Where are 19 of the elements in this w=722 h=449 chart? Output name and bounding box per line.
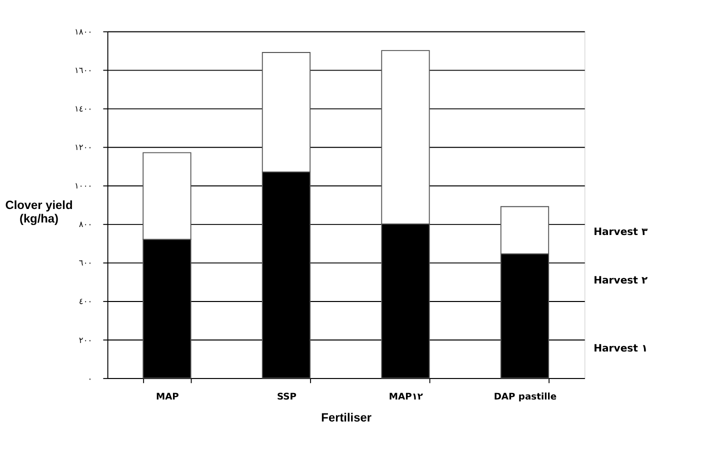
y-tick-label: ١٦٠٠	[74, 65, 92, 76]
x-axis-title: Fertiliser	[321, 410, 372, 425]
y-tick-label: ٦٠٠	[78, 258, 92, 268]
y-tick-label: ١٢٠٠	[74, 142, 92, 152]
y-tick-label: ٠	[88, 373, 92, 384]
y-tick-label: ٨٠٠	[78, 219, 92, 230]
y-tick-label: ١٤٠٠	[74, 104, 92, 114]
text: Harvest ٣	[594, 227, 648, 238]
x-tick-label: MAP١٢	[388, 392, 424, 403]
y-tick-label: ١٠٠٠	[74, 180, 92, 191]
x-tick-label: MAP	[156, 392, 180, 403]
y-axis-title: Clover yield (kg/ha)	[5, 198, 73, 226]
text: Harvest ١	[594, 343, 648, 354]
x-tick-label: SSP	[276, 392, 297, 403]
x-tick-label: DAP pastille	[494, 392, 557, 403]
y-tick-label: ٢٠٠	[78, 334, 92, 345]
y-tick-label: ٤٠٠	[78, 296, 92, 306]
text: Harvest ٢	[594, 276, 648, 287]
y-tick-label: ١٨٠٠	[74, 26, 92, 37]
